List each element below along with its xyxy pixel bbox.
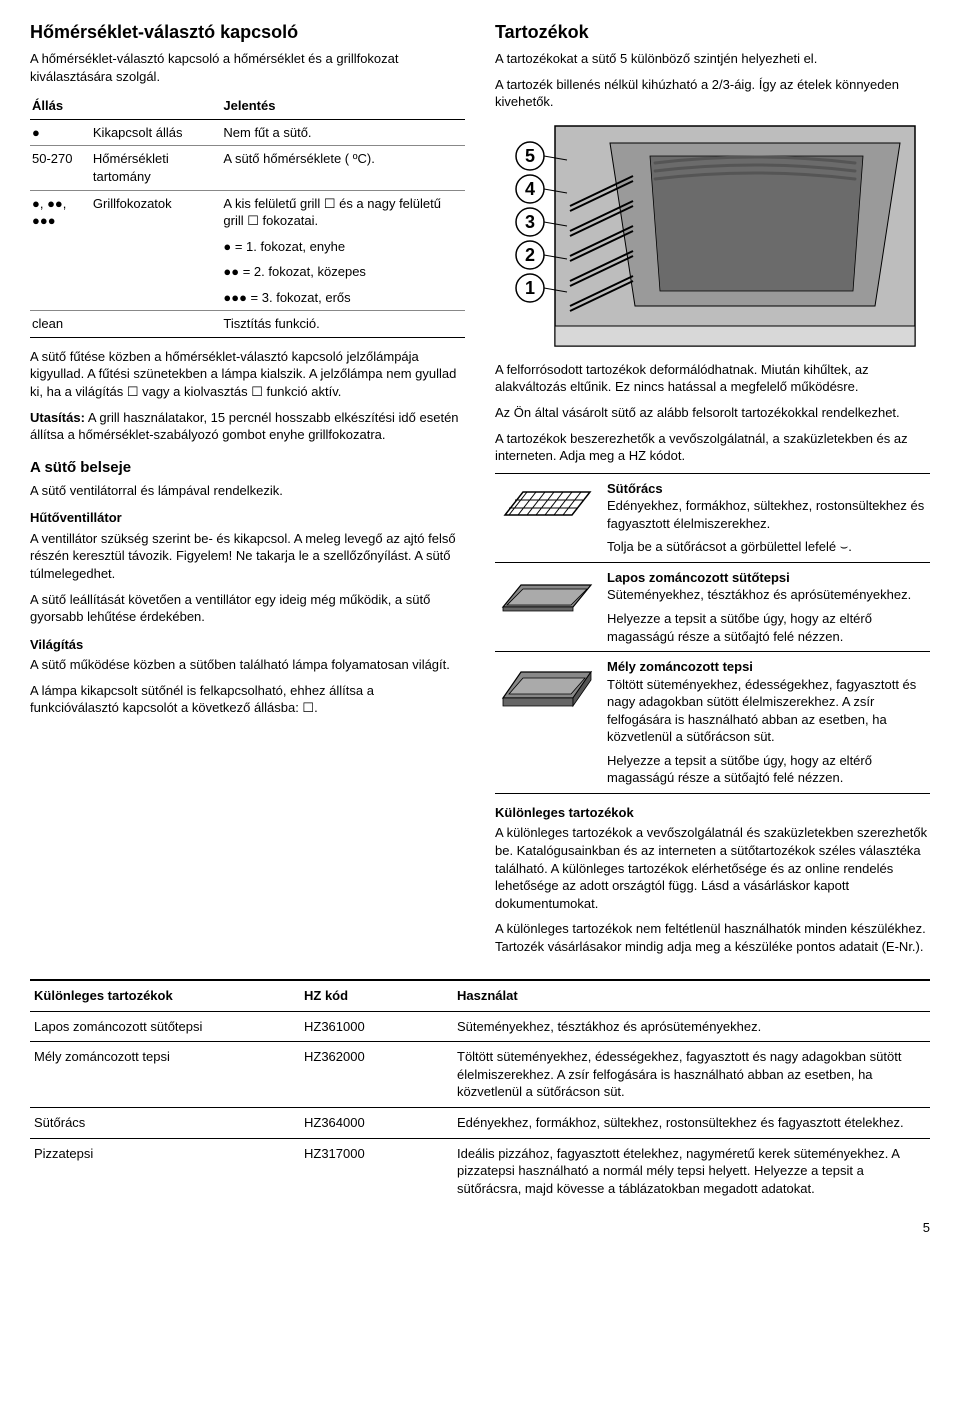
table-cell: Ideális pizzához, fagyasztott ételekhez,… — [453, 1138, 930, 1203]
accessory-body: Edényekhez, formákhoz, sültekhez, roston… — [607, 497, 930, 532]
accessory-extra: Helyezze a tepsit a sütőbe úgy, hogy az … — [607, 752, 930, 787]
right-intro2: A tartozék billenés nélkül kihúzható a 2… — [495, 76, 930, 111]
table-cell: HZ362000 — [300, 1042, 453, 1108]
table-cell: Töltött süteményekhez, édességekhez, fag… — [453, 1042, 930, 1108]
r0c1: ● — [30, 119, 91, 146]
table-cell: HZ361000 — [300, 1011, 453, 1042]
r6c3: Tisztítás funkció. — [221, 311, 465, 338]
accessory-icon — [495, 569, 595, 624]
oven-diagram: 5 4 3 2 1 — [495, 121, 925, 351]
table-cell: HZ364000 — [300, 1107, 453, 1138]
table-row: Lapos zománcozott sütőtepsiHZ361000Sütem… — [30, 1011, 930, 1042]
svg-text:4: 4 — [525, 179, 535, 199]
temp-table: Állás Jelentés ● Kikapcsolt állás Nem fű… — [30, 93, 465, 337]
right-para1: A felforrósodott tartozékok deformálódha… — [495, 361, 930, 396]
bth2: Használat — [453, 980, 930, 1011]
page-number: 5 — [30, 1219, 930, 1237]
r6c1: clean — [30, 311, 221, 338]
r4c3: ●● = 2. fokozat, közepes — [221, 259, 465, 285]
table-cell: Pizzatepsi — [30, 1138, 300, 1203]
r2c2: Grillfokozatok — [91, 190, 222, 234]
left-intro: A hőmérséklet-választó kapcsoló a hőmérs… — [30, 50, 465, 85]
r1c2: Hőmérsékleti tartomány — [91, 146, 222, 190]
accessory-body: Süteményekhez, tésztákhoz és aprósütemén… — [607, 586, 930, 604]
accessory-row: Mély zománcozott tepsiTöltött sütemények… — [495, 651, 930, 794]
accessory-title: Sütőrács — [607, 480, 930, 498]
accessory-extra: Tolja be a sütőrácsot a görbülettel lefe… — [607, 538, 930, 556]
accessory-icon — [495, 480, 595, 535]
table-cell: Sütőrács — [30, 1107, 300, 1138]
right-intro1: A tartozékokat a sütő 5 különböző szintj… — [495, 50, 930, 68]
belseje-p: A sütő ventilátorral és lámpával rendelk… — [30, 482, 465, 500]
accessories-table: Különleges tartozékok HZ kód Használat L… — [30, 979, 930, 1203]
h4-kulon: Különleges tartozékok — [495, 804, 930, 822]
r0c3: Nem fűt a sütő. — [221, 119, 465, 146]
kulon-p2: A különleges tartozékok nem feltétlenül … — [495, 920, 930, 955]
bth1: HZ kód — [300, 980, 453, 1011]
r2c3: A kis felületű grill ☐ és a nagy felület… — [221, 190, 465, 234]
r1c1: 50-270 — [30, 146, 91, 190]
accessory-body: Töltött süteményekhez, édességekhez, fag… — [607, 676, 930, 746]
accessory-icon — [495, 658, 595, 713]
svg-text:3: 3 — [525, 212, 535, 232]
right-title: Tartozékok — [495, 20, 930, 44]
huto-p2: A sütő leállítását követően a ventilláto… — [30, 591, 465, 626]
left-para2: Utasítás: A grill használatakor, 15 perc… — [30, 409, 465, 444]
vilag-p2: A lámpa kikapcsolt sütőnél is felkapcsol… — [30, 682, 465, 717]
th-allas: Állás — [30, 93, 221, 119]
r1c3: A sütő hőmérséklete ( ºC). — [221, 146, 465, 190]
table-cell: Mély zománcozott tepsi — [30, 1042, 300, 1108]
accessory-title: Mély zománcozott tepsi — [607, 658, 930, 676]
r5c3: ●●● = 3. fokozat, erős — [221, 285, 465, 311]
kulon-p1: A különleges tartozékok a vevőszolgálatn… — [495, 824, 930, 912]
table-cell: Lapos zománcozott sütőtepsi — [30, 1011, 300, 1042]
left-title: Hőmérséklet-választó kapcsoló — [30, 20, 465, 44]
h4-vilag: Világítás — [30, 636, 465, 654]
table-row: PizzatepsiHZ317000Ideális pizzához, fagy… — [30, 1138, 930, 1203]
table-row: Mély zománcozott tepsiHZ362000Töltött sü… — [30, 1042, 930, 1108]
table-cell: Edényekhez, formákhoz, sültekhez, roston… — [453, 1107, 930, 1138]
right-para3: A tartozékok beszerezhetők a vevőszolgál… — [495, 430, 930, 465]
right-para2: Az Ön által vásárolt sütő az alább felso… — [495, 404, 930, 422]
r0c2: Kikapcsolt állás — [91, 119, 222, 146]
h3-belseje: A sütő belseje — [30, 458, 465, 478]
svg-text:1: 1 — [525, 278, 535, 298]
vilag-p1: A sütő működése közben a sütőben találha… — [30, 656, 465, 674]
left-para1: A sütő fűtése közben a hőmérséklet-válas… — [30, 348, 465, 401]
table-cell: Süteményekhez, tésztákhoz és aprósütemén… — [453, 1011, 930, 1042]
accessory-row: SütőrácsEdényekhez, formákhoz, sültekhez… — [495, 473, 930, 562]
r2c1: ●, ●●, ●●● — [30, 190, 91, 234]
accessory-row: Lapos zománcozott sütőtepsiSüteményekhez… — [495, 562, 930, 651]
svg-text:2: 2 — [525, 245, 535, 265]
huto-p1: A ventillátor szükség szerint be- és kik… — [30, 530, 465, 583]
r3c3: ● = 1. fokozat, enyhe — [221, 234, 465, 260]
bth0: Különleges tartozékok — [30, 980, 300, 1011]
h4-huto: Hűtőventillátor — [30, 509, 465, 527]
accessory-extra: Helyezze a tepsit a sütőbe úgy, hogy az … — [607, 610, 930, 645]
svg-text:5: 5 — [525, 146, 535, 166]
th-jelentes: Jelentés — [221, 93, 465, 119]
table-cell: HZ317000 — [300, 1138, 453, 1203]
accessory-title: Lapos zománcozott sütőtepsi — [607, 569, 930, 587]
table-row: SütőrácsHZ364000Edényekhez, formákhoz, s… — [30, 1107, 930, 1138]
